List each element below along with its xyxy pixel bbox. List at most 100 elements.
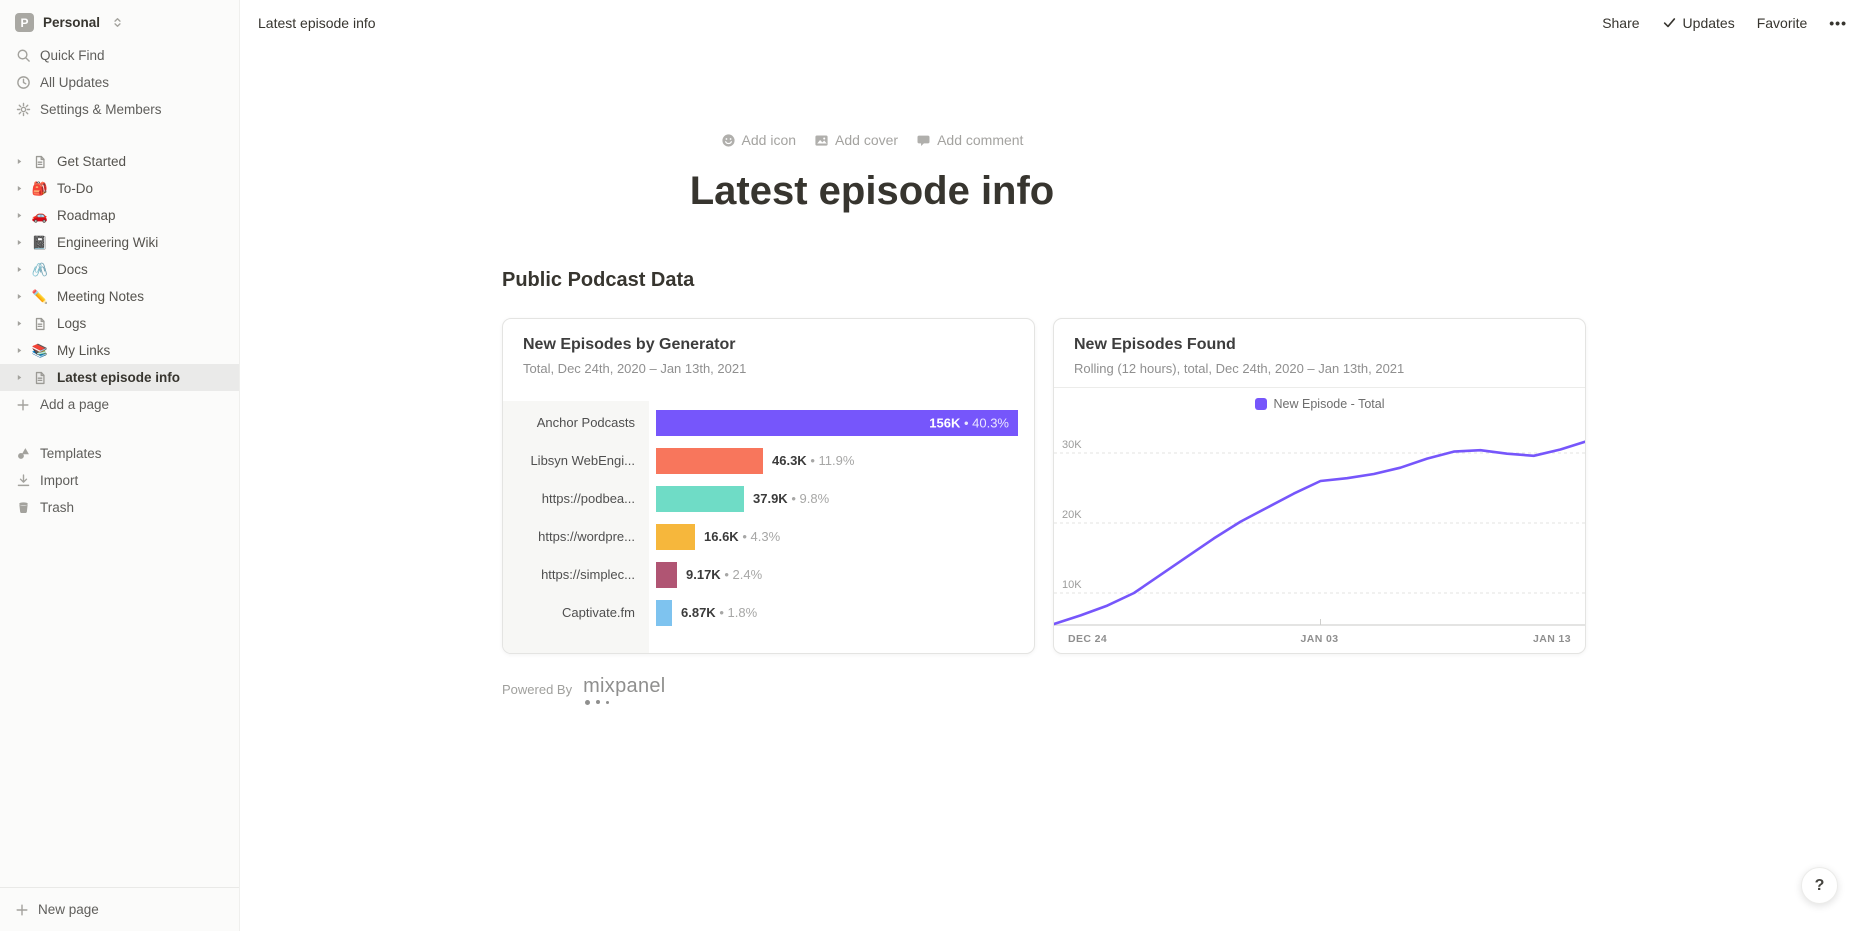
charts-row: New Episodes by Generator Total, Dec 24t… <box>502 317 1863 654</box>
chevron-right-icon[interactable] <box>11 234 27 251</box>
topbar: Latest episode info Share Updates Favori… <box>240 0 1863 45</box>
car-emoji-icon: 🚗 <box>31 207 49 223</box>
sidebar-item-all-updates[interactable]: All Updates <box>0 69 239 96</box>
add-a-page-label: Add a page <box>40 397 110 412</box>
bar[interactable] <box>656 485 744 512</box>
sidebar-item-label: Docs <box>57 262 88 277</box>
sidebar-item-label: Settings & Members <box>40 102 162 117</box>
bar-row: Libsyn WebEngi... 46.3K • 11.9% <box>503 442 1034 480</box>
sidebar-item-quick-find[interactable]: Quick Find <box>0 42 239 69</box>
bar-chart-subtitle: Total, Dec 24th, 2020 – Jan 13th, 2021 <box>523 360 747 376</box>
sidebar-tools: Templates Import Trash <box>0 440 239 521</box>
sidebar-item-docs[interactable]: 🖇️ Docs <box>0 256 239 283</box>
sidebar-item-templates[interactable]: Templates <box>0 440 239 467</box>
bar-row: Captivate.fm 6.87K • 1.8% <box>503 594 1034 632</box>
chevron-right-icon[interactable] <box>11 342 27 359</box>
share-label: Share <box>1602 14 1640 31</box>
smiley-icon <box>721 133 736 148</box>
topbar-actions: Share Updates Favorite ••• <box>1602 15 1847 31</box>
bar[interactable] <box>656 523 695 550</box>
bar-category-label: https://simplec... <box>541 567 635 582</box>
chevron-right-icon[interactable] <box>11 180 27 197</box>
sidebar-item-roadmap[interactable]: 🚗 Roadmap <box>0 202 239 229</box>
bar[interactable] <box>656 599 672 626</box>
line-series[interactable] <box>1054 439 1586 625</box>
sidebar-item-label: To-Do <box>57 181 94 196</box>
more-options-button[interactable]: ••• <box>1829 14 1847 31</box>
powered-by-label: Powered By <box>502 681 573 697</box>
updates-button[interactable]: Updates <box>1662 15 1735 31</box>
workspace-name: Personal <box>43 15 101 30</box>
check-icon <box>1662 15 1677 30</box>
help-button[interactable]: ? <box>1801 867 1838 904</box>
bar-row: https://simplec... 9.17K • 2.4% <box>503 556 1034 594</box>
bar-track: 156K • 40.3% <box>656 409 1034 436</box>
section-heading[interactable]: Public Podcast Data <box>502 268 695 291</box>
search-icon <box>15 48 31 63</box>
page-title[interactable]: Latest episode info <box>689 168 1055 213</box>
mixpanel-wordmark: mixpanel <box>583 674 666 697</box>
share-button[interactable]: Share <box>1602 15 1639 31</box>
sidebar-item-settings-members[interactable]: Settings & Members <box>0 96 239 123</box>
backpack-emoji-icon: 🎒 <box>31 180 49 196</box>
add-cover-button[interactable]: Add cover <box>814 132 898 148</box>
bar-track: 37.9K • 9.8% <box>656 485 1034 512</box>
add-comment-button[interactable]: Add comment <box>916 132 1023 148</box>
line-chart-title: New Episodes Found <box>1074 335 1236 353</box>
mixpanel-logo[interactable]: mixpanel <box>583 674 666 705</box>
button-label: Add icon <box>741 132 797 148</box>
plus-icon <box>15 903 29 917</box>
line-chart-card[interactable]: New Episodes Found Rolling (12 hours), t… <box>1053 317 1586 654</box>
sidebar-item-label: All Updates <box>40 75 110 90</box>
sidebar-item-logs[interactable]: Logs <box>0 310 239 337</box>
line-plot[interactable]: 10K 20K 30K <box>1054 420 1585 626</box>
sidebar-item-to-do[interactable]: 🎒 To-Do <box>0 175 239 202</box>
chevron-right-icon[interactable] <box>11 369 27 386</box>
bar[interactable] <box>656 561 677 588</box>
sidebar: P Personal Quick Find All Updates Settings… <box>0 0 240 931</box>
new-page-button[interactable]: New page <box>0 887 239 931</box>
sidebar-item-meeting-notes[interactable]: ✏️ Meeting Notes <box>0 283 239 310</box>
bar-value-label: 16.6K • 4.3% <box>704 529 781 544</box>
chevron-right-icon[interactable] <box>11 261 27 278</box>
sidebar-item-label: Quick Find <box>40 48 105 63</box>
sidebar-item-get-started[interactable]: Get Started <box>0 148 239 175</box>
button-label: Add cover <box>835 132 899 148</box>
image-icon <box>814 133 829 148</box>
bar-value-label: 156K • 40.3% <box>929 415 1009 430</box>
sidebar-item-label: Roadmap <box>57 208 116 223</box>
bar[interactable]: 156K • 40.3% <box>656 409 1018 436</box>
chevron-right-icon[interactable] <box>11 288 27 305</box>
bar-category-label: Captivate.fm <box>562 605 635 620</box>
sidebar-item-latest-episode-info[interactable]: Latest episode info <box>0 364 239 391</box>
bar-value-label: 37.9K • 9.8% <box>753 491 830 506</box>
page-header: Add icon Add cover Add comment Latest epis… <box>502 45 1242 216</box>
bar-value-label: 6.87K • 1.8% <box>681 605 758 620</box>
pencil-emoji-icon: ✏️ <box>31 288 49 304</box>
bar-track: 9.17K • 2.4% <box>656 561 1034 588</box>
chevron-right-icon[interactable] <box>11 207 27 224</box>
add-icon-button[interactable]: Add icon <box>721 132 796 148</box>
svg-text:30K: 30K <box>1062 439 1082 451</box>
page-header-actions: Add icon Add cover Add comment <box>721 132 1023 148</box>
add-a-page-button[interactable]: Add a page <box>0 391 239 418</box>
bar-chart-card[interactable]: New Episodes by Generator Total, Dec 24t… <box>502 317 1035 654</box>
chevron-right-icon[interactable] <box>11 153 27 170</box>
notebook-emoji-icon: 📓 <box>31 234 49 250</box>
sidebar-item-my-links[interactable]: 📚 My Links <box>0 337 239 364</box>
favorite-label: Favorite <box>1756 14 1808 31</box>
bar[interactable] <box>656 447 763 474</box>
bar-chart-body: Anchor Podcasts 156K • 40.3% Libsyn WebEng… <box>503 400 1034 653</box>
sidebar-item-label: Logs <box>57 316 87 331</box>
sidebar-item-trash[interactable]: Trash <box>0 494 239 521</box>
sidebar-item-label: Import <box>40 473 79 488</box>
workspace-switcher[interactable]: P Personal <box>0 0 239 42</box>
line-chart-subtitle: Rolling (12 hours), total, Dec 24th, 202… <box>1074 360 1405 376</box>
sidebar-item-import[interactable]: Import <box>0 467 239 494</box>
chevron-right-icon[interactable] <box>11 315 27 332</box>
sidebar-item-engineering-wiki[interactable]: 📓 Engineering Wiki <box>0 229 239 256</box>
favorite-button[interactable]: Favorite <box>1757 15 1808 31</box>
bar-rows: Anchor Podcasts 156K • 40.3% Libsyn WebEng… <box>503 401 1034 632</box>
breadcrumb[interactable]: Latest episode info <box>258 14 376 31</box>
updates-label: Updates <box>1682 14 1735 31</box>
